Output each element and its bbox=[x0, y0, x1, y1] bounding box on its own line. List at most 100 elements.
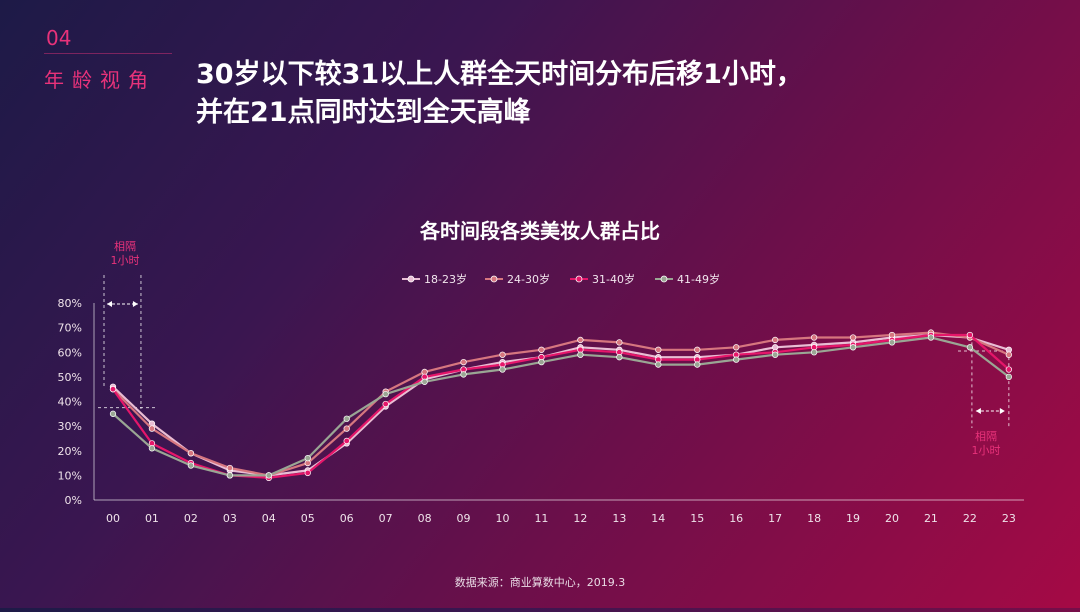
x-tick-label: 14 bbox=[651, 512, 665, 525]
x-tick-label: 05 bbox=[301, 512, 315, 525]
x-tick-label: 16 bbox=[729, 512, 743, 525]
x-tick-label: 11 bbox=[534, 512, 548, 525]
x-tick-label: 10 bbox=[496, 512, 510, 525]
series-1-point bbox=[849, 334, 857, 341]
series-3-point bbox=[927, 334, 935, 341]
series-3-point bbox=[109, 410, 117, 417]
right-gap-arrow-a bbox=[975, 408, 981, 414]
series-1-point bbox=[226, 464, 234, 472]
series-1-point bbox=[460, 358, 467, 366]
series-2-point bbox=[343, 437, 350, 445]
series-1-point bbox=[616, 339, 623, 346]
series-3-point bbox=[577, 351, 584, 358]
legend-marker-0 bbox=[407, 275, 415, 283]
series-3-point bbox=[148, 445, 156, 452]
headline-line-2: 并在21点同时达到全天高峰 bbox=[196, 97, 531, 128]
y-tick-label: 60% bbox=[58, 346, 82, 359]
x-tick-label: 07 bbox=[379, 512, 393, 525]
x-tick-label: 17 bbox=[768, 512, 782, 525]
legend-label-3: 41-49岁 bbox=[677, 272, 720, 286]
x-tick-label: 23 bbox=[1002, 512, 1016, 525]
left-gap-arrow-b bbox=[132, 301, 138, 307]
series-3-point bbox=[421, 378, 428, 385]
x-tick-label: 15 bbox=[690, 512, 704, 525]
series-2-point bbox=[304, 469, 311, 477]
x-tick-label: 18 bbox=[807, 512, 821, 525]
series-2-point bbox=[966, 331, 974, 339]
series-3-point bbox=[382, 390, 389, 398]
series-1-point bbox=[694, 346, 701, 353]
series-3-point bbox=[616, 354, 623, 361]
x-tick-label: 09 bbox=[457, 512, 471, 525]
x-tick-label: 21 bbox=[924, 512, 938, 525]
x-tick-label: 00 bbox=[106, 512, 120, 525]
series-1-point bbox=[343, 425, 350, 432]
series-3-point bbox=[1005, 373, 1012, 381]
series-line-3 bbox=[112, 336, 1010, 477]
series-1-point bbox=[772, 336, 779, 344]
series-line-0 bbox=[112, 333, 1010, 477]
series-3-point bbox=[810, 349, 818, 356]
section-number: 04 bbox=[46, 26, 72, 50]
series-3-point bbox=[265, 472, 272, 479]
series-1-point bbox=[577, 336, 584, 344]
y-tick-label: 40% bbox=[58, 396, 82, 409]
x-tick-label: 03 bbox=[223, 512, 237, 525]
series-3-point bbox=[343, 415, 350, 422]
series-3-point bbox=[187, 462, 195, 469]
left-gap-note-line-2: 1小时 bbox=[111, 254, 140, 267]
y-tick-label: 10% bbox=[58, 469, 82, 482]
x-tick-label: 19 bbox=[846, 512, 860, 525]
series-1-point bbox=[538, 346, 545, 353]
y-tick-label: 30% bbox=[58, 420, 82, 433]
series-3-point bbox=[772, 351, 779, 358]
series-3-point bbox=[733, 356, 740, 363]
section-label: 年龄视角 bbox=[44, 68, 156, 92]
x-tick-label: 08 bbox=[418, 512, 432, 525]
series-3-point bbox=[694, 361, 701, 368]
left-gap-note-line-1: 相隔 bbox=[114, 240, 136, 253]
series-2-point bbox=[1005, 366, 1012, 373]
series-3-point bbox=[460, 371, 467, 378]
y-tick-label: 80% bbox=[58, 297, 82, 310]
section-divider bbox=[44, 53, 172, 54]
right-gap-arrow-b bbox=[999, 408, 1005, 414]
series-3-point bbox=[849, 344, 857, 351]
right-gap-note-line-1: 相隔 bbox=[975, 430, 997, 443]
y-tick-label: 70% bbox=[58, 322, 82, 335]
series-1-point bbox=[655, 346, 662, 353]
legend-label-1: 24-30岁 bbox=[507, 272, 550, 286]
series-1-point bbox=[499, 351, 506, 358]
legend-marker-1 bbox=[490, 275, 498, 283]
left-gap-arrow-a bbox=[107, 301, 112, 307]
legend-marker-3 bbox=[660, 275, 668, 283]
y-tick-label: 50% bbox=[58, 371, 82, 384]
series-1-point bbox=[810, 334, 818, 341]
x-tick-label: 04 bbox=[262, 512, 276, 525]
y-tick-label: 20% bbox=[58, 445, 82, 458]
series-1-point bbox=[148, 425, 156, 432]
series-1-point bbox=[1005, 351, 1012, 358]
x-tick-label: 01 bbox=[145, 512, 159, 525]
legend-marker-2 bbox=[575, 275, 583, 283]
y-tick-label: 0% bbox=[65, 494, 82, 507]
series-3-point bbox=[888, 339, 896, 346]
x-tick-label: 20 bbox=[885, 512, 899, 525]
series-3-point bbox=[966, 344, 974, 351]
series-3-point bbox=[655, 361, 662, 368]
headline: 30岁以下较31以上人群全天时间分布后移1小时， 并在21点同时达到全天高峰 bbox=[196, 56, 803, 132]
x-tick-label: 02 bbox=[184, 512, 198, 525]
legend-label-2: 31-40岁 bbox=[592, 272, 635, 286]
x-tick-label: 06 bbox=[340, 512, 354, 525]
series-3-point bbox=[226, 472, 234, 479]
x-tick-label: 22 bbox=[963, 512, 977, 525]
right-gap-note-line-2: 1小时 bbox=[972, 444, 1001, 457]
chart-title: 各时间段各类美妆人群占比 bbox=[419, 219, 660, 243]
series-1-point bbox=[187, 450, 195, 457]
series-2-point bbox=[109, 386, 117, 393]
data-source: 数据来源：商业算数中心，2019.3 bbox=[454, 576, 626, 589]
series-line-1 bbox=[112, 331, 1010, 477]
series-3-point bbox=[499, 366, 506, 373]
